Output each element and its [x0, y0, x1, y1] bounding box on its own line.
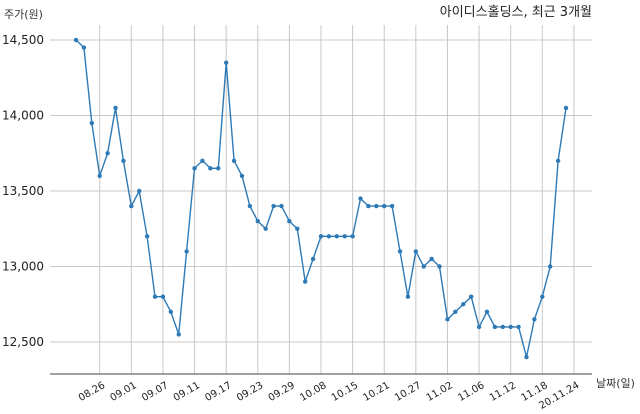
- data-point: [350, 234, 355, 239]
- data-point: [310, 256, 316, 262]
- data-point: [200, 158, 205, 163]
- data-point: [429, 256, 434, 262]
- data-point: [445, 317, 450, 322]
- data-point: [453, 309, 458, 314]
- data-point: [192, 166, 197, 171]
- data-point: [492, 324, 498, 330]
- data-point: [137, 188, 142, 194]
- data-point: [563, 105, 569, 111]
- data-point: [468, 294, 474, 299]
- data-point: [413, 249, 419, 254]
- data-point: [73, 37, 79, 43]
- data-point: [208, 166, 213, 171]
- data-point: [547, 264, 553, 269]
- data-point: [389, 203, 395, 209]
- y-axis-label: 주가(원): [4, 8, 43, 21]
- x-tick-label: 08.26: [77, 380, 107, 404]
- data-point: [421, 264, 426, 269]
- x-tick-label: 09.29: [267, 380, 297, 404]
- data-point: [160, 294, 166, 299]
- data-point: [326, 234, 332, 239]
- y-tick-label: 13,500: [2, 184, 44, 198]
- data-point: [279, 203, 284, 209]
- x-tick-label: 09.11: [172, 380, 202, 404]
- data-point: [405, 294, 411, 299]
- data-point: [239, 173, 245, 179]
- data-point: [184, 249, 189, 254]
- data-point: [105, 151, 110, 156]
- data-point: [271, 203, 276, 209]
- data-point: [168, 309, 174, 314]
- data-point: [461, 302, 466, 307]
- x-axis-label: 날짜(일): [596, 376, 635, 390]
- data-point: [287, 219, 292, 224]
- data-point: [231, 158, 237, 163]
- data-point: [508, 324, 513, 330]
- data-point: [255, 219, 260, 224]
- x-tick-label: 11.12: [488, 380, 518, 404]
- data-point: [484, 309, 490, 314]
- x-tick-labels: 08.26 09.01 09.07 09.11 09.17 09.23 09.29 10.08…: [77, 380, 581, 412]
- data-point: [318, 234, 324, 239]
- data-point: [263, 226, 268, 231]
- data-point: [81, 45, 87, 50]
- data-point: [113, 105, 118, 111]
- data-point: [516, 324, 521, 330]
- data-point: [97, 173, 102, 179]
- data-point: [144, 234, 150, 239]
- x-tick-label: 09.23: [235, 380, 265, 404]
- y-tick-label: 13,000: [2, 260, 44, 274]
- data-point: [532, 317, 537, 322]
- x-tick-label: 09.17: [203, 380, 233, 404]
- x-tick-label: 10.08: [298, 380, 328, 404]
- x-tick-label: 11.02: [425, 380, 455, 404]
- data-point: [374, 203, 379, 209]
- data-point: [540, 294, 545, 299]
- data-point: [176, 332, 181, 337]
- data-points: [73, 37, 569, 360]
- y-tick-label: 14,500: [2, 33, 44, 47]
- data-point: [500, 324, 505, 330]
- data-point: [476, 324, 482, 330]
- x-tick-label: 09.01: [109, 380, 139, 404]
- data-point: [295, 226, 300, 231]
- x-tick-label: 10.21: [361, 380, 391, 404]
- y-tick-label: 14,000: [2, 109, 44, 123]
- data-point: [366, 203, 371, 209]
- y-tick-labels: 12,500 13,000 13,500 14,000 14,500: [2, 33, 44, 349]
- data-point: [223, 60, 229, 65]
- data-point: [555, 158, 561, 163]
- x-tick-label: 10.27: [393, 380, 423, 404]
- data-point: [152, 294, 158, 299]
- data-point: [121, 158, 126, 163]
- x-tick-label: 09.07: [140, 380, 170, 404]
- chart-title: 아이디스홀딩스, 최근 3개월: [440, 5, 592, 20]
- data-point: [437, 264, 442, 269]
- data-point: [382, 203, 387, 209]
- data-point: [216, 166, 221, 171]
- data-point: [397, 249, 403, 254]
- data-point: [524, 354, 529, 360]
- data-point: [342, 234, 347, 239]
- grid: [50, 25, 592, 374]
- y-tick-label: 12,500: [2, 335, 44, 349]
- data-point: [302, 279, 308, 284]
- data-point: [89, 120, 95, 126]
- data-point: [334, 234, 340, 239]
- x-tick-label: 11.06: [456, 380, 486, 404]
- data-point: [129, 203, 134, 209]
- data-point: [247, 203, 253, 209]
- data-point: [358, 196, 363, 201]
- x-tick-label: 10.15: [330, 380, 360, 404]
